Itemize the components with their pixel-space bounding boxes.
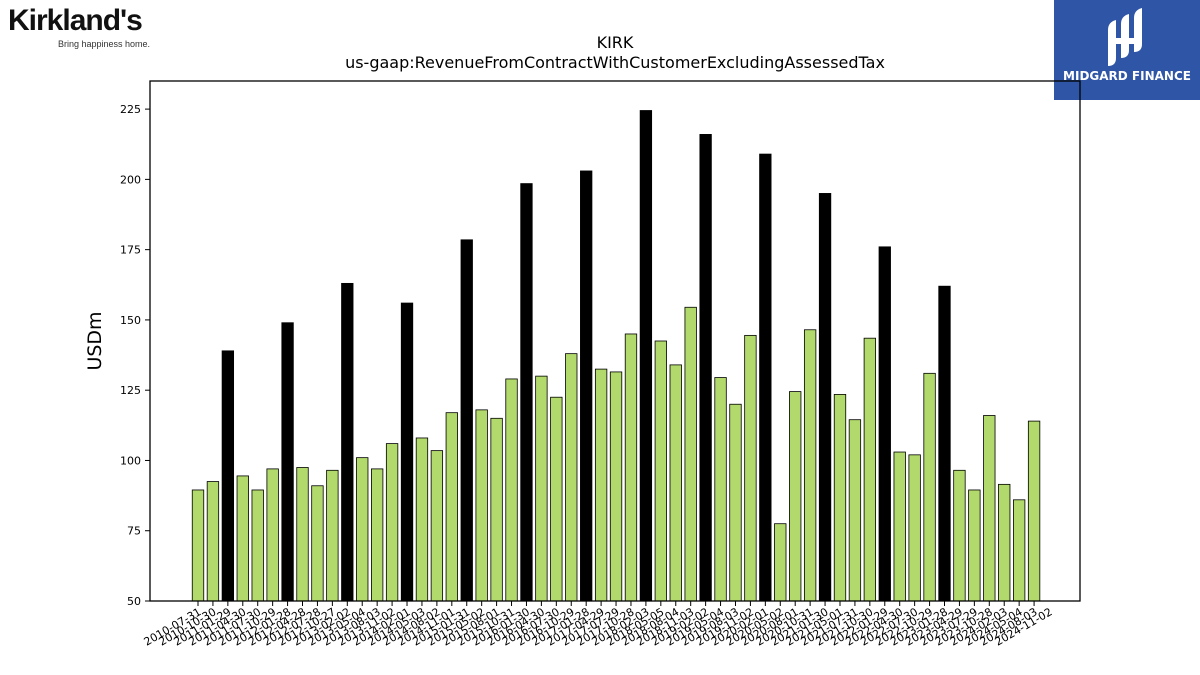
- bar: [311, 485, 324, 602]
- y-tick-label: 225: [120, 103, 141, 116]
- bar: [908, 454, 921, 602]
- y-tick-label: 125: [120, 384, 141, 397]
- bar: [699, 134, 712, 602]
- bar: [863, 337, 876, 602]
- bar: [266, 468, 279, 602]
- bar: [938, 285, 951, 602]
- kirklands-logo-tagline: Bring happiness home.: [58, 39, 151, 49]
- y-tick-label: 200: [120, 173, 141, 186]
- bar: [729, 403, 742, 602]
- bar: [356, 457, 369, 602]
- bar: [565, 353, 578, 602]
- kirklands-logo: Kirkland's Bring happiness home.: [8, 4, 168, 52]
- midgard-finance-logo: MIDGARD FINANCE: [1054, 0, 1200, 100]
- bar: [818, 193, 832, 602]
- bar: [236, 475, 249, 602]
- kirklands-logo-text: Kirkland's: [8, 4, 143, 37]
- bar: [400, 302, 414, 602]
- bar: [848, 419, 862, 602]
- bar: [296, 467, 309, 602]
- bar: [460, 239, 473, 602]
- bar: [789, 391, 802, 602]
- bar: [998, 483, 1011, 602]
- bar: [430, 450, 444, 602]
- midgard-logo-text: MIDGARD FINANCE: [1063, 69, 1191, 83]
- bar: [594, 368, 608, 602]
- chart-title: KIRK: [597, 33, 634, 52]
- bar: [580, 170, 593, 602]
- bar: [326, 469, 339, 602]
- bar: [281, 322, 294, 602]
- midgard-logo-mark-icon: [1108, 8, 1142, 66]
- bar: [983, 415, 996, 602]
- bar: [206, 481, 220, 602]
- bar: [953, 469, 966, 602]
- bar: [759, 153, 772, 602]
- y-axis: 50 75 100 125 150 175 200 225: [120, 103, 150, 608]
- bar: [714, 377, 727, 602]
- bar: [878, 246, 891, 602]
- bar: [744, 334, 757, 602]
- x-axis: 2010-07-312010-10-302011-01-292011-04-30…: [142, 601, 1055, 649]
- y-axis-label: USDm: [84, 311, 106, 370]
- bar: [520, 183, 533, 602]
- bar: [490, 417, 503, 602]
- bar: [684, 306, 697, 602]
- bar: [371, 468, 384, 602]
- bars-group: [191, 110, 1041, 602]
- bar: [221, 350, 235, 602]
- bar: [833, 394, 847, 602]
- plot-frame: [149, 80, 1081, 602]
- bar: [445, 412, 458, 602]
- chart-subtitle: us-gaap:RevenueFromContractWithCustomerE…: [345, 53, 885, 72]
- bar: [968, 489, 981, 602]
- bar: [639, 110, 653, 602]
- bar: [1013, 499, 1026, 602]
- y-tick-label: 175: [120, 244, 141, 257]
- bar: [1027, 420, 1041, 602]
- bar: [251, 489, 264, 602]
- y-tick-label: 75: [127, 525, 141, 538]
- bar: [803, 329, 817, 602]
- y-tick-label: 50: [127, 595, 141, 608]
- bar: [893, 451, 906, 602]
- bar: [624, 333, 638, 602]
- bar: [669, 364, 682, 602]
- y-tick-label: 150: [120, 314, 141, 327]
- bar: [550, 396, 563, 602]
- bar: [341, 282, 354, 602]
- bar: [505, 378, 518, 602]
- bar: [654, 340, 667, 602]
- bar: [923, 372, 936, 602]
- bar: [415, 437, 429, 602]
- bar: [191, 489, 205, 602]
- bar: [774, 523, 787, 602]
- bar: [385, 443, 399, 602]
- bar: [535, 375, 548, 602]
- bar: [475, 409, 488, 602]
- bar: [609, 371, 623, 602]
- y-tick-label: 100: [120, 454, 141, 467]
